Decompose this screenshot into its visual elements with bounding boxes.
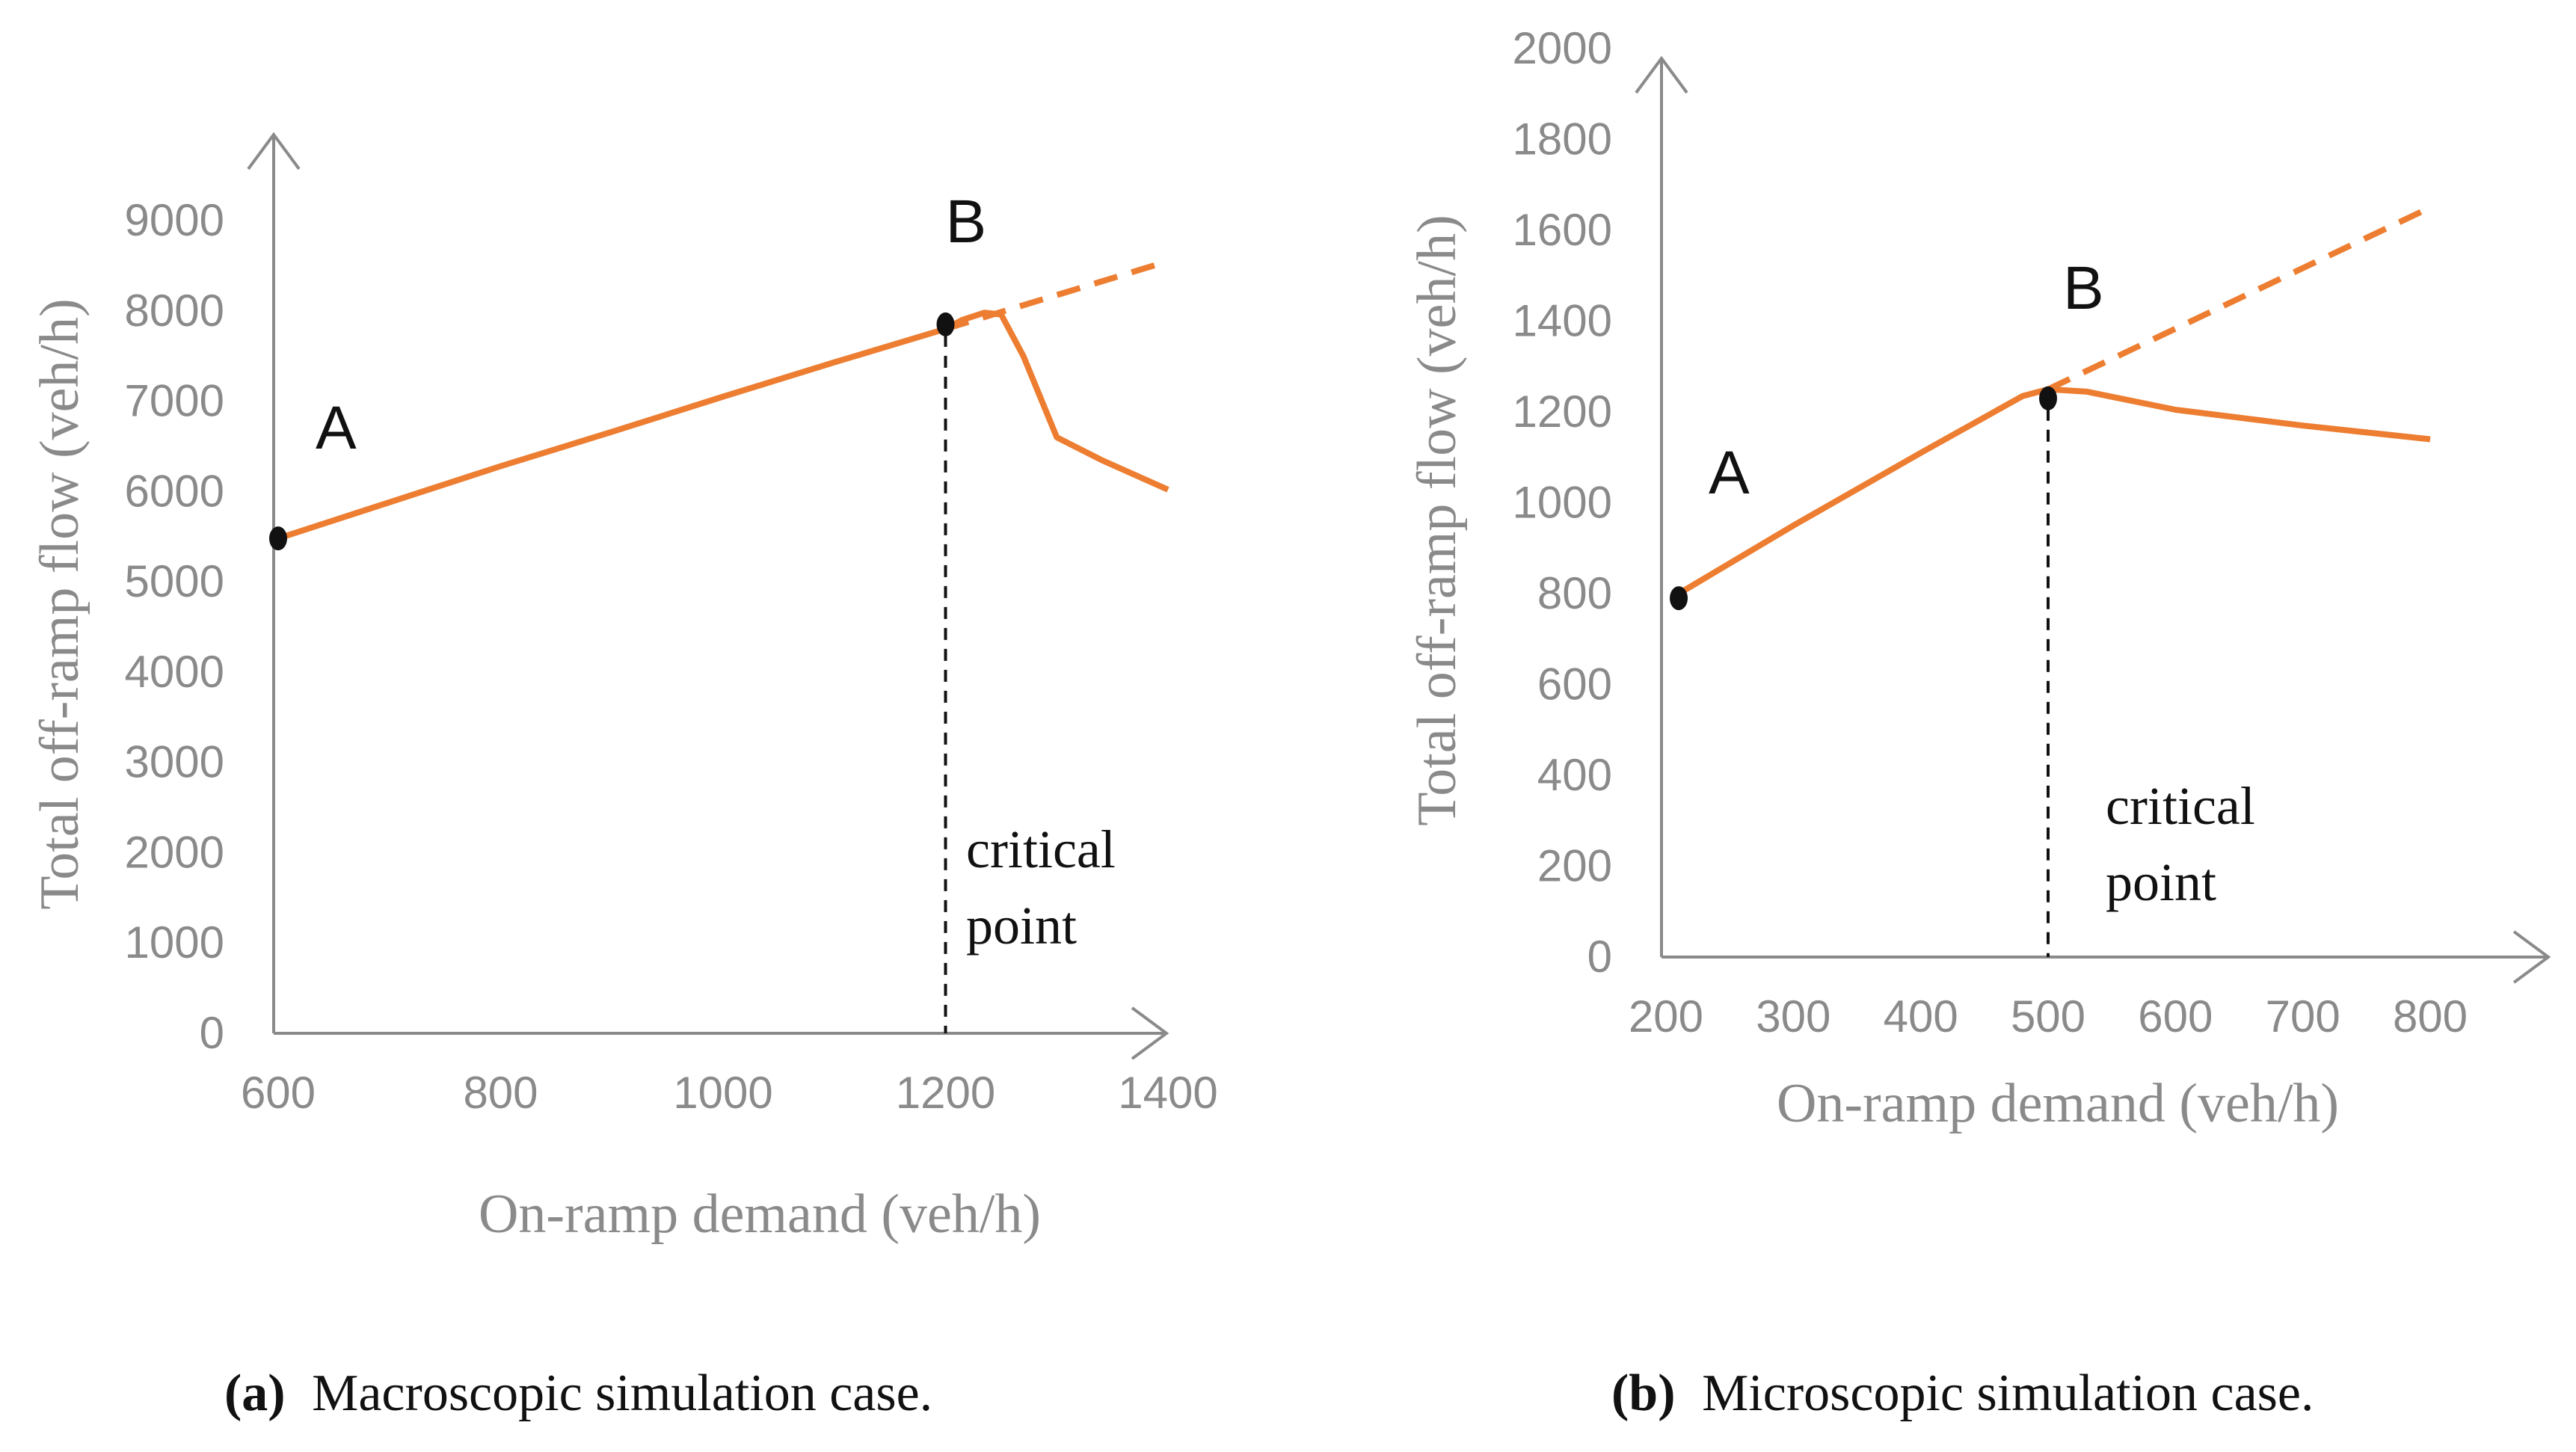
point-a-label: A xyxy=(1709,439,1750,507)
y-tick-label: 0 xyxy=(200,1008,224,1058)
y-tick-label: 1000 xyxy=(125,917,224,968)
panel-a-y-axis-title: Total off-ramp flow (veh/h) xyxy=(29,298,90,909)
panel-b-critical-label: critical xyxy=(2106,776,2255,836)
panel-b-caption-text: Microscopic simulation case. xyxy=(1702,1365,2314,1422)
x-axis-arrow xyxy=(2512,930,2551,984)
panel-b-caption: (b) Microscopic simulation case. xyxy=(1611,1365,2314,1422)
y-tick-label: 1800 xyxy=(1513,114,1612,164)
panel-b-axes xyxy=(1635,55,2551,984)
y-tick-label: 200 xyxy=(1537,841,1612,891)
y-tick-label: 7000 xyxy=(125,376,224,426)
panel-b-x-tick-labels: 200 300 400 500 600 700 800 xyxy=(1629,991,2468,1042)
y-tick-label: 4000 xyxy=(125,647,224,697)
panel-a-caption-text: Macroscopic simulation case. xyxy=(312,1365,932,1422)
x-tick-label: 200 xyxy=(1629,991,1703,1042)
panel-a-axes xyxy=(247,132,1169,1060)
panel-a-x-tick-labels: 600 800 1000 1200 1400 xyxy=(241,1068,1218,1118)
projected-flow-line xyxy=(2047,204,2432,393)
panel-b-points: AB xyxy=(1670,254,2104,611)
panel-a-macroscopic: 0 1000 2000 3000 4000 5000 6000 7000 8000 9000 60… xyxy=(29,132,1218,1422)
off-ramp-flow-line xyxy=(277,310,1169,541)
y-tick-label: 9000 xyxy=(125,195,224,245)
point-b-label: B xyxy=(2063,254,2104,322)
y-tick-label: 2000 xyxy=(125,827,224,877)
y-tick-label: 0 xyxy=(1587,932,1612,982)
point-b-marker xyxy=(936,312,955,336)
panel-b-series xyxy=(1676,204,2432,957)
x-tick-label: 600 xyxy=(241,1068,316,1118)
y-axis-arrow xyxy=(1635,55,1688,94)
x-tick-label: 800 xyxy=(2393,991,2468,1042)
point-a-marker xyxy=(269,526,287,551)
y-tick-label: 5000 xyxy=(125,556,224,606)
point-b-label: B xyxy=(946,188,987,256)
y-tick-label: 1000 xyxy=(1513,478,1612,528)
panel-b-x-axis-title: On-ramp demand (veh/h) xyxy=(1777,1073,2339,1134)
panel-a-point-label: point xyxy=(966,896,1077,956)
x-tick-label: 400 xyxy=(1884,991,1958,1042)
projected-flow-line xyxy=(944,258,1169,332)
y-tick-label: 6000 xyxy=(125,466,224,516)
y-tick-label: 800 xyxy=(1537,568,1612,618)
point-a-label: A xyxy=(316,394,357,462)
panel-a-y-tick-labels: 0 1000 2000 3000 4000 5000 6000 7000 8000 9000 xyxy=(125,195,224,1058)
x-tick-label: 500 xyxy=(2011,991,2085,1042)
y-tick-label: 8000 xyxy=(125,286,224,336)
y-tick-label: 3000 xyxy=(125,737,224,787)
x-tick-label: 1000 xyxy=(673,1068,772,1118)
point-b-marker xyxy=(2039,386,2057,410)
x-tick-label: 1400 xyxy=(1118,1068,1217,1118)
x-tick-label: 600 xyxy=(2138,991,2213,1042)
y-tick-label: 1400 xyxy=(1513,296,1612,346)
panel-b-y-axis-title: Total off-ramp flow (veh/h) xyxy=(1407,215,1468,825)
x-tick-label: 1200 xyxy=(896,1068,995,1118)
y-tick-label: 1600 xyxy=(1513,205,1612,255)
off-ramp-flow-line xyxy=(1676,386,2431,597)
x-tick-label: 300 xyxy=(1756,991,1830,1042)
x-tick-label: 700 xyxy=(2266,991,2340,1042)
panel-a-points: AB xyxy=(269,188,987,551)
y-tick-label: 600 xyxy=(1537,659,1612,710)
panel-b-caption-tag: (b) xyxy=(1611,1365,1676,1422)
x-tick-label: 800 xyxy=(463,1068,538,1118)
panel-b-y-tick-labels: 0 200 400 600 800 1000 1200 1400 1600 1800 2000 xyxy=(1513,23,1612,982)
panel-b-microscopic: 0 200 400 600 800 1000 1200 1400 1600 1800 2000 20… xyxy=(1407,23,2551,1422)
x-axis-arrow xyxy=(1131,1006,1169,1060)
panel-b-point-label: point xyxy=(2106,852,2216,912)
panel-a-x-axis-title: On-ramp demand (veh/h) xyxy=(479,1184,1041,1245)
panel-a-caption-tag: (a) xyxy=(224,1365,286,1422)
point-a-marker xyxy=(1670,586,1688,611)
panel-a-critical-label: critical xyxy=(966,819,1116,879)
y-tick-label: 2000 xyxy=(1513,23,1612,73)
y-tick-label: 400 xyxy=(1537,750,1612,800)
panel-a-caption: (a) Macroscopic simulation case. xyxy=(224,1365,932,1422)
y-tick-label: 1200 xyxy=(1513,387,1612,437)
y-axis-arrow xyxy=(247,132,301,170)
